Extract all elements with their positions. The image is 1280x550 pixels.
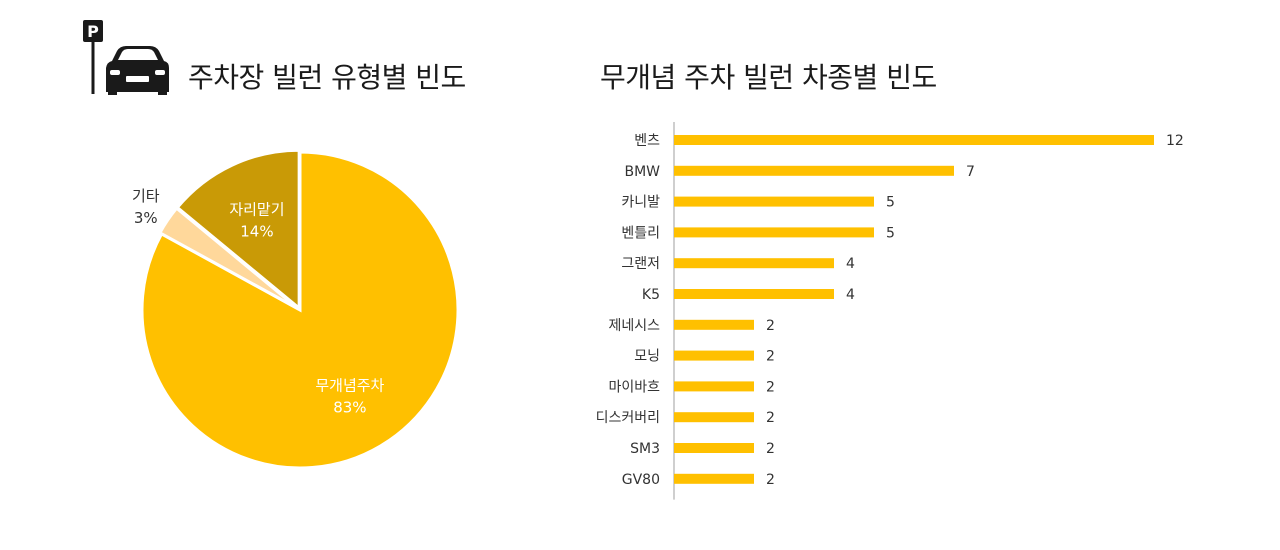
bar	[674, 381, 754, 392]
bar-value-label: 2	[766, 410, 775, 426]
pie-slice-percent: 14%	[240, 223, 273, 241]
bar-value-label: 2	[766, 472, 775, 488]
car-grille	[126, 76, 149, 82]
bar	[674, 412, 754, 423]
bar-value-label: 2	[766, 349, 775, 365]
bar-category-label: 벤츠	[634, 133, 660, 149]
parking-car-icon: P	[83, 20, 169, 95]
car-headlight-right	[155, 70, 165, 75]
pie-slice-percent: 3%	[134, 209, 158, 227]
bar-category-label: K5	[642, 287, 660, 303]
bar-category-label: 제네시스	[608, 318, 660, 334]
bar	[674, 258, 834, 269]
bar	[674, 289, 834, 299]
bar-category-label: 마이바흐	[608, 379, 660, 395]
bar-value-label: 2	[766, 379, 775, 395]
bar	[674, 227, 874, 238]
bar-category-label: SM3	[630, 441, 660, 457]
car-wheel-right	[158, 88, 167, 95]
bar	[674, 135, 1154, 145]
bar-category-label: 카니발	[621, 195, 660, 211]
bar-value-label: 2	[766, 441, 775, 457]
parking-sign-pole	[91, 42, 95, 94]
bar-value-label: 5	[886, 195, 895, 211]
bar-category-label: 모닝	[634, 349, 660, 365]
bar-category-label: BMW	[624, 164, 660, 180]
bar-value-label: 5	[886, 225, 895, 241]
pie-slice-group	[175, 148, 301, 312]
bar	[674, 196, 874, 207]
pie-chart: 무개념주차 83% 기타 3% 자리맡기 14%	[132, 148, 460, 470]
bar-category-label: 디스커버리	[596, 410, 660, 426]
bar-chart-title: 무개념 주차 빌런 차종별 빈도	[600, 61, 937, 94]
bar-value-label: 4	[846, 287, 855, 303]
pie-slice	[175, 148, 301, 312]
pie-slice-percent: 83%	[333, 398, 366, 416]
bar	[674, 319, 754, 330]
bar-value-label: 2	[766, 318, 775, 334]
pie-slice-label: 자리맡기	[229, 201, 284, 219]
bar-category-label: 그랜저	[621, 256, 660, 272]
bar-chart: 벤츠 12 BMW 7 카니발 5 벤틀리 5 그랜저 4 K5 4 제네시스 2 모닝 2 마이바흐 2 디스커버…	[596, 122, 1184, 500]
car-wheel-left	[108, 88, 117, 95]
car-headlight-left	[110, 70, 120, 75]
bar-category-label: GV80	[622, 472, 660, 488]
parking-sign-box	[83, 20, 103, 42]
bar-value-label: 12	[1166, 133, 1184, 149]
parking-sign-letter: P	[87, 22, 99, 41]
bar-value-label: 4	[846, 256, 855, 272]
pie-slice-label: 기타	[132, 187, 160, 205]
bar	[674, 165, 954, 176]
bar-value-label: 7	[966, 164, 975, 180]
pie-slice-label: 무개념주차	[315, 376, 384, 394]
pie-chart-title: 주차장 빌런 유형별 빈도	[188, 61, 466, 94]
bar	[674, 443, 754, 453]
bar-category-label: 벤틀리	[621, 225, 660, 241]
car-windshield	[118, 49, 158, 60]
bar	[674, 473, 754, 484]
bar	[674, 350, 754, 361]
